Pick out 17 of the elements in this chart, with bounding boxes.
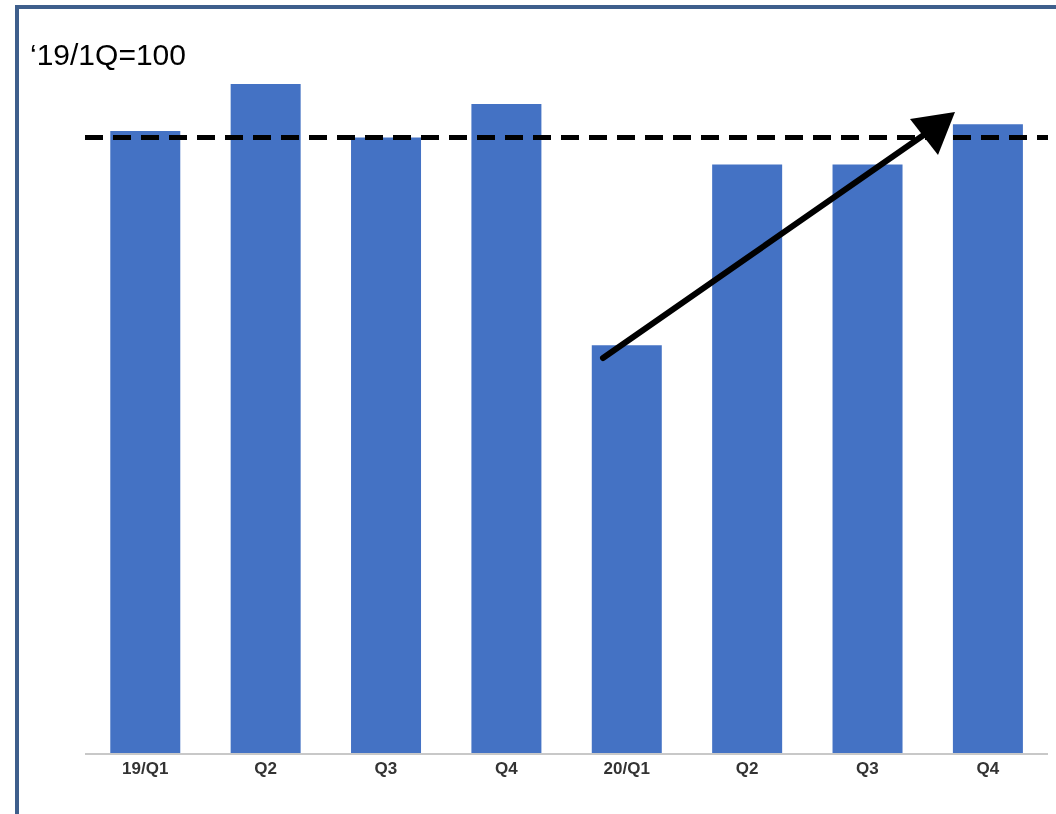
x-tick-label: Q4 [494,759,519,779]
bar [110,130,181,754]
x-tick-label: Q4 [976,759,1000,779]
bar [832,164,903,754]
bar [351,137,422,754]
bar [230,84,301,754]
text: ‘19/1Q=100 [30,38,186,72]
x-tick-label: 20/Q1 [603,759,650,779]
bar [952,124,1023,754]
bar [712,164,783,754]
bar [471,104,542,754]
x-tick-label: Q3 [374,759,398,779]
x-tick-label: Q3 [856,759,879,779]
x-tick-label: Q2 [254,759,277,779]
x-tick-label: 19/Q1 [122,759,169,779]
x-tick-label: Q2 [735,759,759,779]
bar [591,345,662,754]
